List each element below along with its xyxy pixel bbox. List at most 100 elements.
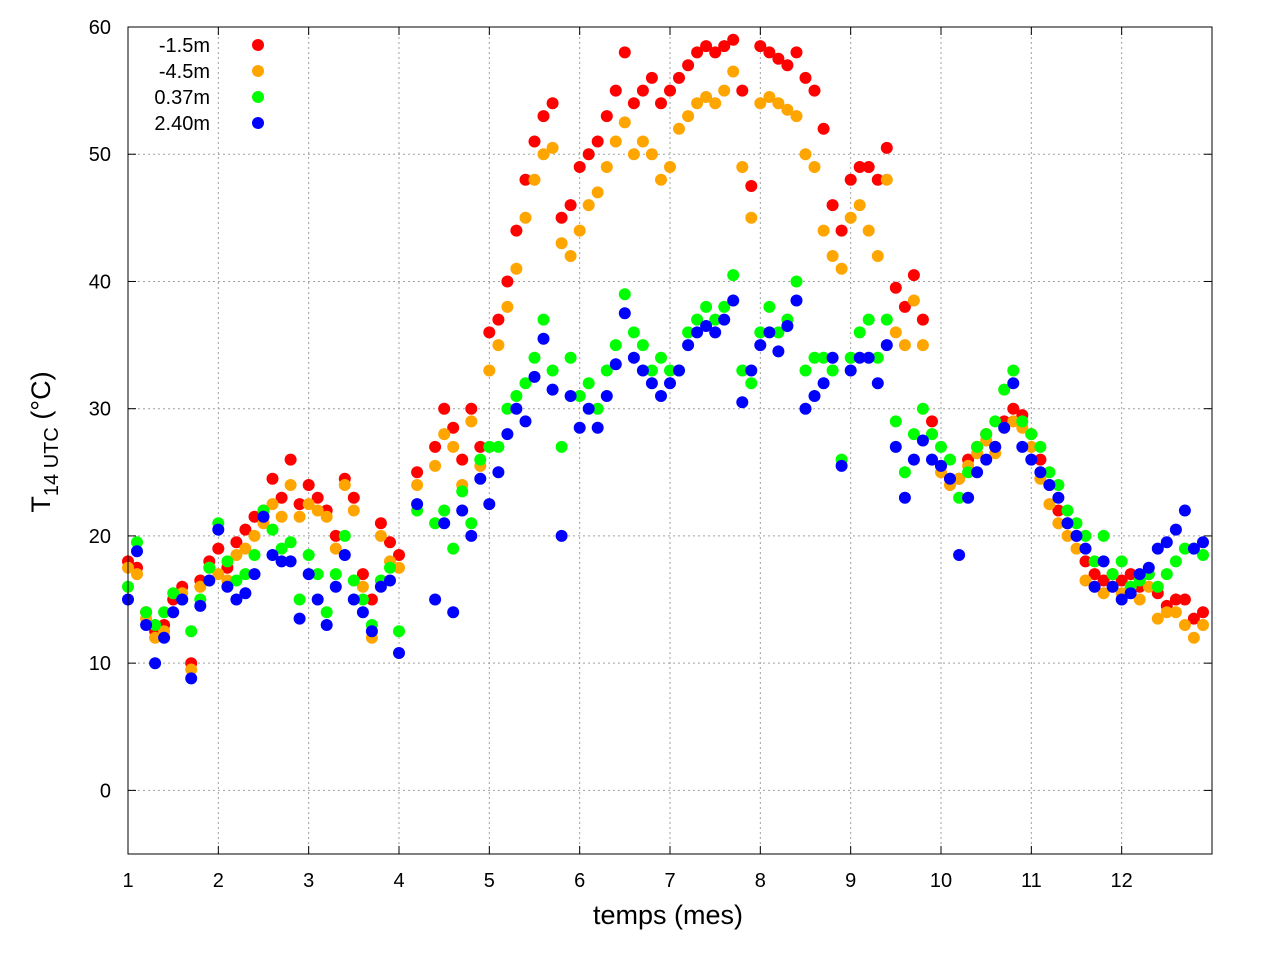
y-tick-label: 30 (89, 399, 111, 421)
data-point (980, 428, 993, 441)
data-point (817, 351, 830, 364)
data-point (492, 440, 505, 453)
data-point (926, 428, 938, 441)
data-point (727, 65, 740, 78)
data-point (907, 294, 920, 307)
data-point (736, 364, 749, 377)
data-point (962, 491, 975, 504)
legend-label: 0.37m (154, 87, 210, 109)
data-point (1106, 580, 1119, 593)
data-point (935, 440, 947, 453)
data-point (763, 300, 776, 313)
data-point (754, 339, 767, 352)
data-point (311, 568, 324, 581)
y-axis-title-unit: (°C) (26, 371, 56, 427)
data-point (546, 97, 559, 110)
data-point (880, 339, 893, 352)
data-point (835, 459, 848, 472)
data-point (727, 269, 740, 282)
data-point (447, 606, 460, 619)
data-point (374, 517, 387, 530)
data-point (131, 568, 143, 581)
data-point (618, 46, 631, 59)
data-point (682, 59, 695, 72)
data-point (853, 161, 866, 173)
data-point (962, 466, 975, 479)
data-point (1061, 529, 1074, 542)
data-point (609, 358, 622, 371)
data-point (429, 593, 442, 606)
data-point (781, 103, 794, 116)
data-point (1124, 587, 1137, 600)
x-tick-label: 8 (755, 870, 766, 892)
data-point (1034, 453, 1047, 466)
data-point (302, 498, 315, 511)
data-point (1079, 529, 1092, 542)
data-point (329, 529, 342, 542)
data-point (537, 110, 550, 123)
data-point (600, 110, 613, 123)
data-point (655, 390, 667, 402)
data-point (510, 402, 523, 415)
data-point (889, 440, 902, 453)
data-point (411, 498, 424, 511)
data-point (248, 510, 261, 523)
data-point (465, 415, 478, 428)
data-point (691, 97, 704, 110)
data-point (573, 224, 586, 237)
data-point (1070, 517, 1083, 530)
data-points (122, 33, 1209, 685)
data-point (682, 326, 695, 339)
data-point (528, 351, 541, 364)
data-point (1088, 580, 1101, 593)
data-point (1160, 606, 1173, 619)
data-point (519, 415, 532, 428)
data-point (347, 574, 360, 587)
data-point (230, 549, 243, 561)
data-point (573, 161, 586, 173)
data-point (546, 383, 559, 396)
data-point (1187, 612, 1200, 625)
data-point (411, 479, 424, 491)
data-point (1088, 555, 1101, 568)
data-point (1088, 568, 1101, 581)
data-point (555, 440, 568, 453)
data-point (682, 339, 695, 352)
data-point (573, 421, 586, 434)
data-point (600, 161, 613, 173)
data-point (564, 250, 577, 262)
data-point (664, 377, 676, 390)
data-point (555, 529, 568, 542)
data-point (149, 619, 162, 631)
data-point (916, 339, 929, 352)
data-point (510, 224, 523, 237)
data-point (293, 510, 306, 523)
data-point (384, 536, 396, 549)
data-point (736, 161, 749, 173)
data-point (248, 549, 261, 561)
data-point (790, 110, 803, 123)
data-point (158, 631, 171, 644)
data-point (664, 364, 676, 377)
data-point (889, 326, 902, 339)
data-point (1016, 440, 1029, 453)
data-point (456, 504, 469, 517)
data-point (916, 402, 929, 415)
data-point (844, 173, 857, 186)
data-point (1187, 542, 1200, 555)
data-point (311, 491, 324, 504)
x-tick-label: 6 (574, 870, 585, 892)
data-point (411, 466, 424, 479)
data-point (655, 97, 667, 110)
data-point (384, 561, 396, 574)
data-point (627, 326, 640, 339)
data-point (438, 504, 451, 517)
data-point (347, 504, 360, 517)
data-point (384, 574, 396, 587)
y-tick-label: 0 (100, 780, 111, 802)
data-point (1133, 568, 1146, 581)
data-point (338, 549, 351, 561)
data-point (1097, 529, 1110, 542)
data-point (393, 549, 405, 561)
